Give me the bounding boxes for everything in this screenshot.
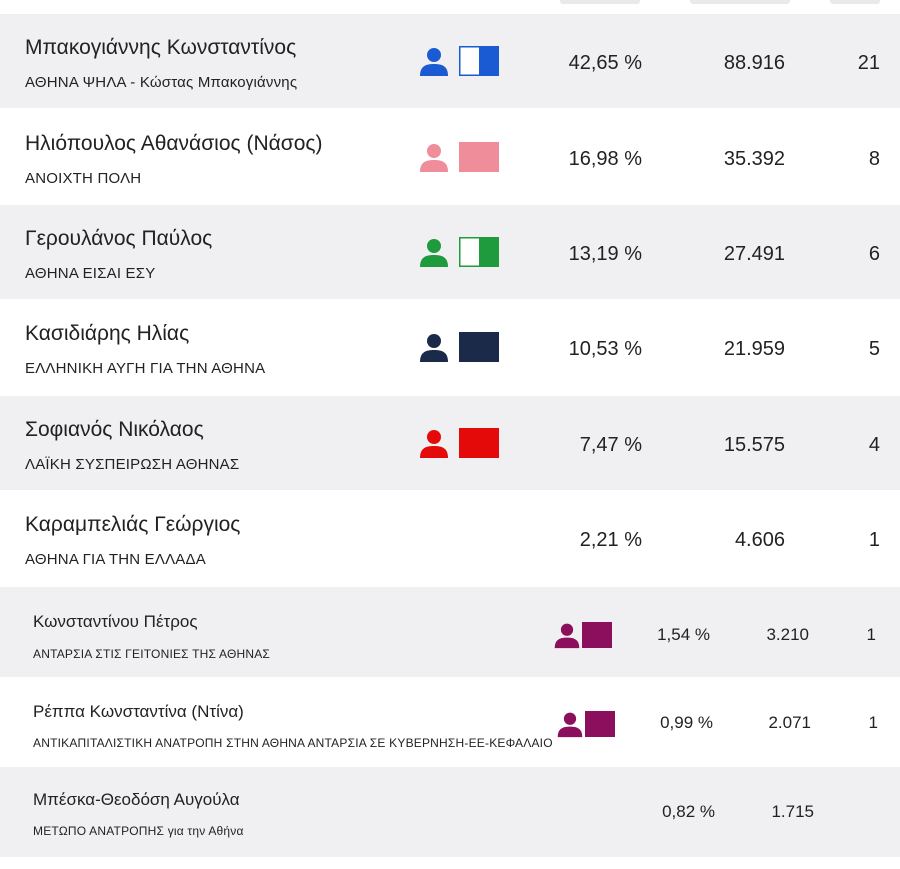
vote-count: 1.715 [771,802,814,821]
seat-count: 21 [857,52,880,74]
seat-count: 1 [866,625,876,644]
person-icon [420,144,448,172]
vote-count: 4.606 [734,529,785,551]
vote-percentage: 13,19 % [568,243,642,265]
vote-percentage: 42,65 % [568,52,642,74]
candidate-party: ΑΝΤΑΡΣΙΑ ΣΤΙΣ ΓΕΙΤΟΝΙΕΣ ΤΗΣ ΑΘΗΝΑΣ [33,647,271,661]
candidate-name: Καραμπελιάς Γεώργιος [25,513,241,536]
vote-count: 2.071 [768,713,811,732]
candidate-name: Μπακογιάννης Κωνσταντίνος [25,36,297,59]
vote-percentage: 2,21 % [579,529,642,551]
seat-count: 4 [868,434,880,456]
candidate-row: Καραμπελιάς Γεώργιος ΑΘΗΝΑ ΓΙΑ ΤΗΝ ΕΛΛΑΔ… [0,491,900,585]
header-fragment [830,0,880,4]
candidate-name: Μπέσκα-Θεοδόση Αυγούλα [33,790,240,809]
vote-count: 27.491 [723,243,785,265]
vote-count: 21.959 [723,338,785,360]
seat-count: 6 [868,243,880,265]
person-icon [420,239,448,267]
party-flag-icon [585,711,615,737]
candidate-row: Μπακογιάννης Κωνσταντίνος ΑΘΗΝΑ ΨΗΛΑ - Κ… [0,14,900,108]
header-fragment [690,0,790,4]
person-icon [420,48,448,76]
vote-count: 15.575 [723,434,785,456]
candidate-name: Κωνσταντίνου Πέτρος [33,612,198,631]
vote-percentage: 0,82 % [662,802,715,821]
vote-count: 3.210 [766,625,809,644]
candidate-party: ΑΘΗΝΑ ΓΙΑ ΤΗΝ ΕΛΛΑΔΑ [25,551,206,568]
candidate-name: Σοφιανός Νικόλαος [25,418,204,441]
seat-count: 1 [868,713,878,732]
party-flag-icon [582,622,612,648]
person-icon [420,334,448,362]
vote-percentage: 1,54 % [657,625,710,644]
candidate-party: ΑΘΗΝΑ ΕΙΣΑΙ ΕΣΥ [25,265,156,282]
seat-count: 8 [868,148,880,170]
person-icon [557,712,583,738]
vote-percentage: 16,98 % [568,148,642,170]
vote-percentage: 10,53 % [568,338,642,360]
candidate-name: Ηλιόπουλος Αθανάσιος (Νάσος) [25,132,323,155]
party-flag-icon [459,428,499,458]
party-flag-icon [459,237,499,267]
candidate-row: Μπέσκα-Θεοδόση Αυγούλα ΜΕΤΩΠΟ ΑΝΑΤΡΟΠΗΣ … [0,767,900,857]
candidate-party: ΑΝΤΙΚΑΠΙΤΑΛΙΣΤΙΚΗ ΑΝΑΤΡΟΠΗ ΣΤΗΝ ΑΘΗΝΑ ΑΝ… [33,736,553,750]
vote-percentage: 0,99 % [660,713,713,732]
seat-count: 5 [868,338,880,360]
candidate-party: ΛΑΪΚΗ ΣΥΣΠΕΙΡΩΣΗ ΑΘΗΝΑΣ [25,456,240,473]
candidate-row: Κασιδιάρης Ηλίας ΕΛΛΗΝΙΚΗ ΑΥΓΗ ΓΙΑ ΤΗΝ Α… [0,300,900,394]
seat-count: 1 [868,529,880,551]
candidate-row: Ηλιόπουλος Αθανάσιος (Νάσος) ΑΝΟΙΧΤΗ ΠΟΛ… [0,110,900,204]
vote-count: 35.392 [723,148,785,170]
candidate-name: Κασιδιάρης Ηλίας [25,322,190,345]
candidate-party: ΕΛΛΗΝΙΚΗ ΑΥΓΗ ΓΙΑ ΤΗΝ ΑΘΗΝΑ [25,360,266,377]
vote-percentage: 7,47 % [579,434,642,456]
candidate-party: ΜΕΤΩΠΟ ΑΝΑΤΡΟΠΗΣ για την Αθήνα [33,824,244,838]
candidate-row: Κωνσταντίνου Πέτρος ΑΝΤΑΡΣΙΑ ΣΤΙΣ ΓΕΙΤΟΝ… [0,587,900,677]
party-flag-icon [459,46,499,76]
header-fragment [560,0,640,4]
person-icon [554,623,580,649]
candidate-name: Ρέππα Κωνσταντίνα (Ντίνα) [33,702,244,721]
party-flag-icon [459,332,499,362]
candidate-row: Ρέππα Κωνσταντίνα (Ντίνα) ΑΝΤΙΚΑΠΙΤΑΛΙΣΤ… [0,677,900,767]
top-strip [0,0,900,14]
candidate-name: Γερουλάνος Παύλος [25,227,213,250]
candidate-party: ΑΝΟΙΧΤΗ ΠΟΛΗ [25,170,142,187]
party-flag-icon [459,142,499,172]
vote-count: 88.916 [723,52,785,74]
person-icon [420,430,448,458]
candidate-row: Σοφιανός Νικόλαος ΛΑΪΚΗ ΣΥΣΠΕΙΡΩΣΗ ΑΘΗΝΑ… [0,396,900,490]
candidate-row: Γερουλάνος Παύλος ΑΘΗΝΑ ΕΙΣΑΙ ΕΣΥ 13,19 … [0,205,900,299]
candidate-party: ΑΘΗΝΑ ΨΗΛΑ - Κώστας Μπακογιάννης [25,74,298,91]
